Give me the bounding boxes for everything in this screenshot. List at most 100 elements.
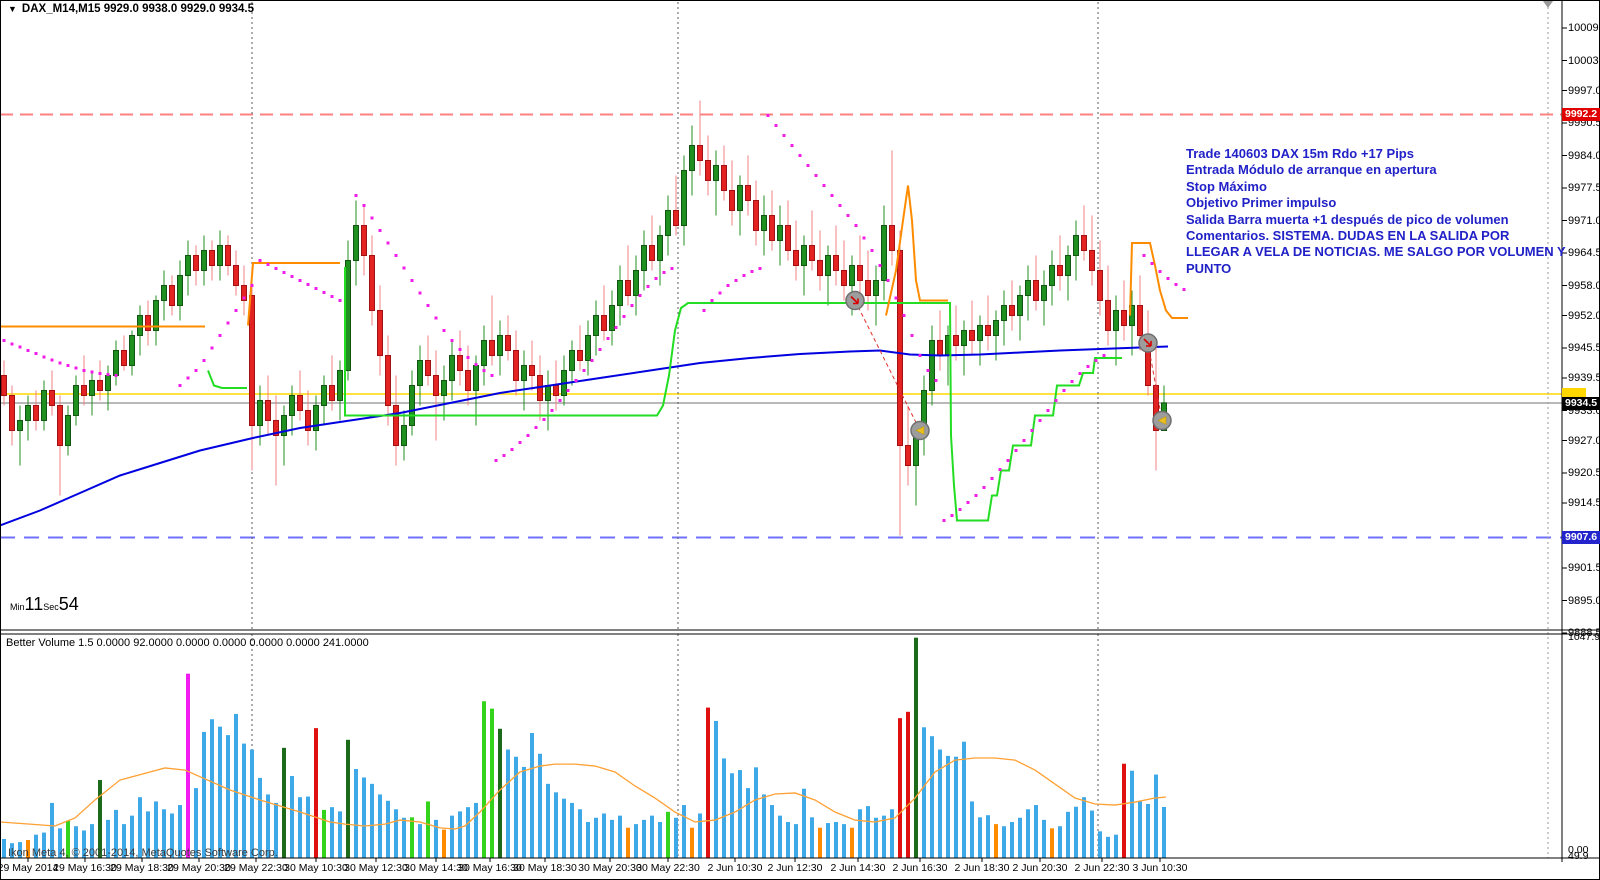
sar-dot: [862, 236, 866, 240]
volume-bar: [1106, 836, 1110, 858]
volume-bar: [562, 798, 566, 858]
sar-dot: [726, 284, 730, 287]
volume-bar: [754, 767, 758, 858]
timer-sec-label: Sec: [43, 602, 59, 612]
volume-bar: [682, 805, 686, 858]
price-tick-label: 10009.5: [1568, 22, 1600, 34]
candle-body: [209, 250, 215, 266]
sar-dot: [710, 299, 714, 302]
candle-body: [1121, 310, 1127, 326]
candle-body: [185, 255, 191, 276]
timer-sec-value: 54: [58, 594, 79, 614]
price-tick-label: 9945.5: [1568, 342, 1600, 354]
exit-arrow-icon: [1157, 416, 1167, 425]
sar-dot: [330, 295, 334, 298]
time-tick-label: 2 Jun 22:30: [1074, 862, 1130, 874]
candle-body: [241, 285, 247, 301]
sar-dot: [990, 477, 994, 480]
volume-bar: [538, 753, 542, 858]
candle-body: [201, 250, 207, 271]
volume-bar: [258, 777, 262, 858]
sar-dot: [1086, 365, 1090, 368]
candle-body: [985, 325, 991, 336]
time-tick-label: 30 May 20:30: [578, 862, 642, 874]
candle-body: [753, 200, 759, 231]
volume-bar: [882, 815, 886, 858]
sar-dot: [466, 356, 470, 359]
volume-bar: [82, 830, 86, 858]
sar-dot: [74, 366, 78, 370]
volume-bar: [194, 788, 198, 858]
trade-connector-line: [854, 300, 921, 431]
candle-body: [641, 245, 647, 271]
volume-bar: [1162, 806, 1166, 858]
candle-body: [153, 300, 159, 331]
sar-dot: [1070, 380, 1074, 383]
volume-bar: [1018, 817, 1022, 858]
candle-body: [481, 340, 487, 366]
sar-dot: [534, 426, 538, 429]
price-tick-label: 9997.0: [1568, 84, 1600, 97]
time-tick-label: 2 Jun 14:30: [830, 862, 886, 874]
sar-dot: [282, 271, 286, 274]
candle-body: [1025, 280, 1031, 296]
time-tick-label: 30 May 12:30: [344, 862, 408, 874]
chart-shift-marker-icon[interactable]: [1543, 1, 1553, 8]
sar-dot: [1142, 254, 1146, 257]
sar-dot: [306, 283, 310, 286]
sar-dot: [290, 275, 294, 278]
candle-body: [553, 385, 559, 396]
chevron-down-icon[interactable]: ▼: [8, 4, 17, 14]
time-tick-label: 30 May 10:30: [284, 862, 348, 874]
volume-bar: [106, 819, 110, 858]
candle-body: [881, 225, 887, 281]
trade-note-line: PUNTO: [1186, 260, 1232, 276]
sar-dot: [2, 339, 6, 342]
volume-bar: [594, 817, 598, 858]
sar-dot: [654, 277, 658, 280]
candle-body: [1041, 285, 1047, 301]
volume-bar: [762, 794, 766, 858]
price-tick-label: 9920.5: [1568, 467, 1600, 479]
sar-dot: [590, 359, 594, 362]
volume-bar: [178, 805, 182, 858]
sar-dot: [186, 376, 190, 380]
candle-body: [233, 265, 239, 286]
volume-bar: [34, 834, 38, 858]
sar-dot: [1054, 399, 1058, 402]
candle-body: [33, 405, 39, 421]
sar-dot: [106, 373, 110, 376]
sar-dot: [1166, 277, 1170, 280]
sar-dot: [98, 372, 102, 375]
volume-bar: [970, 801, 974, 858]
sar-dot: [234, 309, 238, 312]
volume-bar: [466, 807, 470, 858]
candle-body: [41, 390, 47, 421]
price-tick-label: 9901.5: [1568, 562, 1600, 574]
volume-bar: [338, 811, 342, 858]
sar-dot: [974, 494, 978, 497]
price-tick-label: 9914.5: [1568, 497, 1600, 509]
candle-body: [345, 260, 351, 371]
platform-copyright: Ikon Meta 4, © 2001-2014, MetaQuotes Sof…: [8, 847, 278, 859]
sar-dot: [550, 409, 554, 412]
sar-dot: [490, 374, 494, 377]
sar-dot: [354, 194, 358, 197]
sar-dot: [1046, 409, 1050, 412]
sar-dot: [950, 514, 954, 517]
candle-body: [825, 255, 831, 276]
volume-bar: [130, 815, 134, 858]
volume-bar: [210, 719, 214, 858]
volume-bar: [482, 701, 486, 858]
volume-bar: [818, 827, 822, 858]
candle-body: [721, 165, 727, 191]
sar-dot: [510, 448, 514, 451]
candle-body: [97, 380, 103, 391]
volume-bar: [706, 707, 710, 858]
candle-body: [273, 420, 279, 436]
sar-dot: [918, 354, 922, 357]
sar-dot: [410, 279, 414, 282]
price-tick-label: 9964.5: [1568, 247, 1600, 259]
candle-body: [105, 375, 111, 391]
